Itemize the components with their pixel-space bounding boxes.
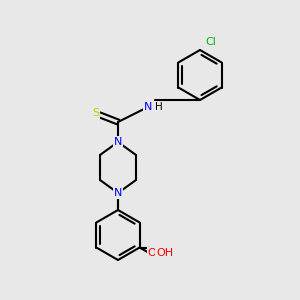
Text: H: H — [155, 102, 163, 112]
Text: N: N — [114, 188, 122, 198]
Text: OH: OH — [147, 248, 164, 257]
Text: S: S — [92, 108, 100, 118]
Text: OH: OH — [156, 248, 173, 259]
Text: N: N — [144, 102, 152, 112]
Text: Cl: Cl — [205, 37, 216, 47]
Text: N: N — [114, 137, 122, 147]
